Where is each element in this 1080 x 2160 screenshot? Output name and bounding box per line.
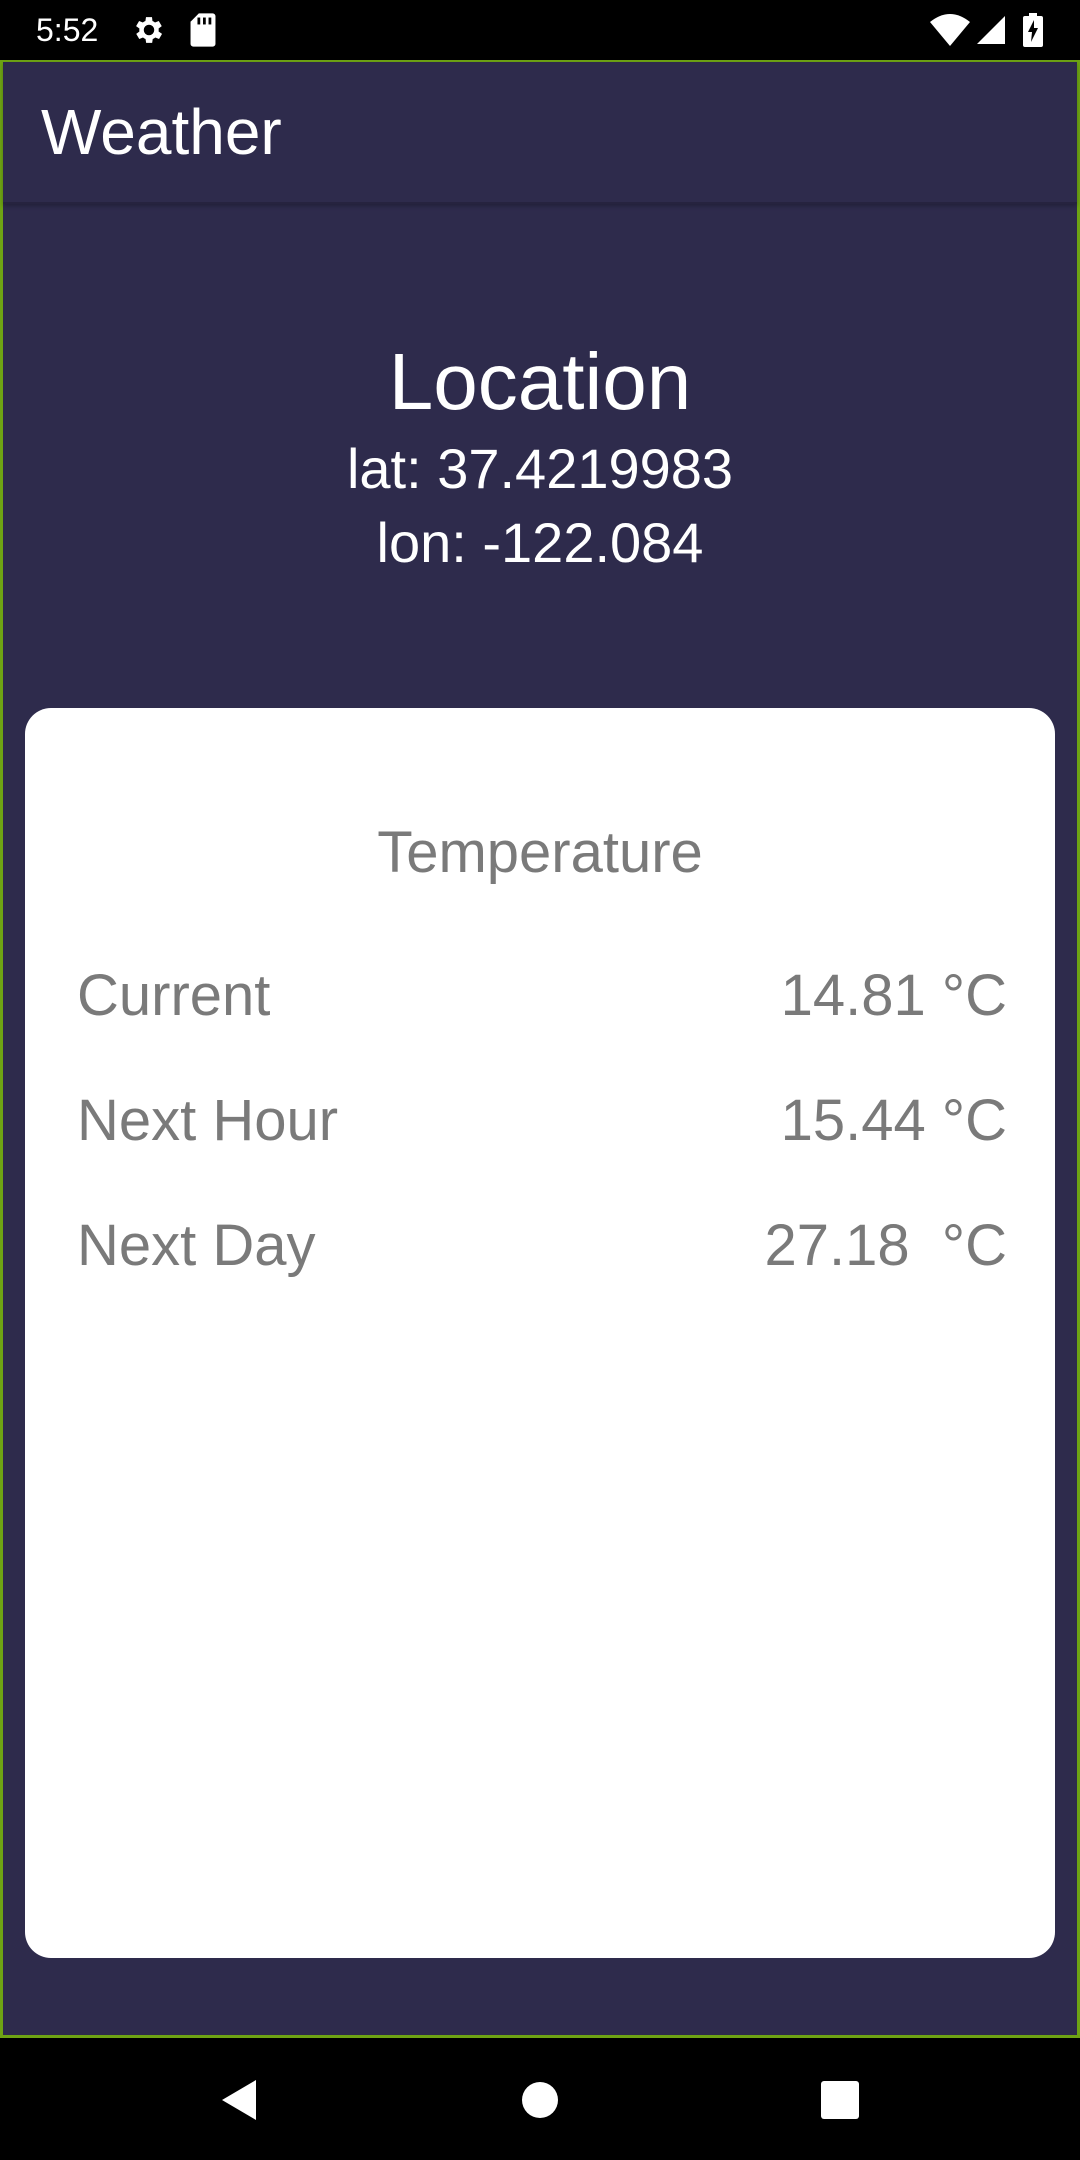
location-heading: Location: [388, 337, 692, 426]
temperature-label: Current: [77, 963, 271, 1028]
battery-charging-icon: [1023, 13, 1043, 47]
temperature-label: Next Day: [77, 1213, 316, 1278]
app-window: Weather Location lat: 37.4219983 lon: -1…: [0, 60, 1080, 2038]
temperature-card: Temperature Current 14.81 °C Next Hour 1…: [25, 708, 1055, 1958]
temperature-value: 15.44 °C: [780, 1088, 1007, 1153]
latitude-text: lat: 37.4219983: [346, 437, 734, 500]
sd-card-icon: [190, 13, 216, 47]
temperature-row-next-hour: Next Hour 15.44 °C: [77, 1084, 1007, 1158]
temperature-value: 27.18 °C: [764, 1213, 1007, 1278]
temperature-label: Next Hour: [77, 1088, 339, 1153]
home-icon[interactable]: [510, 2070, 570, 2130]
temperature-value: 14.81 °C: [780, 963, 1007, 1028]
navigation-bar: [0, 2040, 1080, 2160]
status-time: 5:52: [36, 12, 99, 48]
cell-signal-icon: [977, 16, 1005, 44]
app-title: Weather: [41, 96, 282, 168]
temperature-row-next-day: Next Day 27.18 °C: [77, 1209, 1007, 1283]
temperature-row-current: Current 14.81 °C: [77, 959, 1007, 1033]
gear-icon: [136, 17, 163, 43]
app-bar: Weather: [3, 62, 1077, 204]
back-icon[interactable]: [212, 2070, 272, 2130]
location-section: Location lat: 37.4219983 lon: -122.084: [3, 332, 1077, 580]
longitude-text: lon: -122.084: [376, 511, 704, 574]
wifi-icon: [930, 14, 970, 46]
temperature-title: Temperature: [377, 820, 703, 885]
status-bar: 5:52: [0, 0, 1080, 60]
recents-icon[interactable]: [810, 2070, 870, 2130]
